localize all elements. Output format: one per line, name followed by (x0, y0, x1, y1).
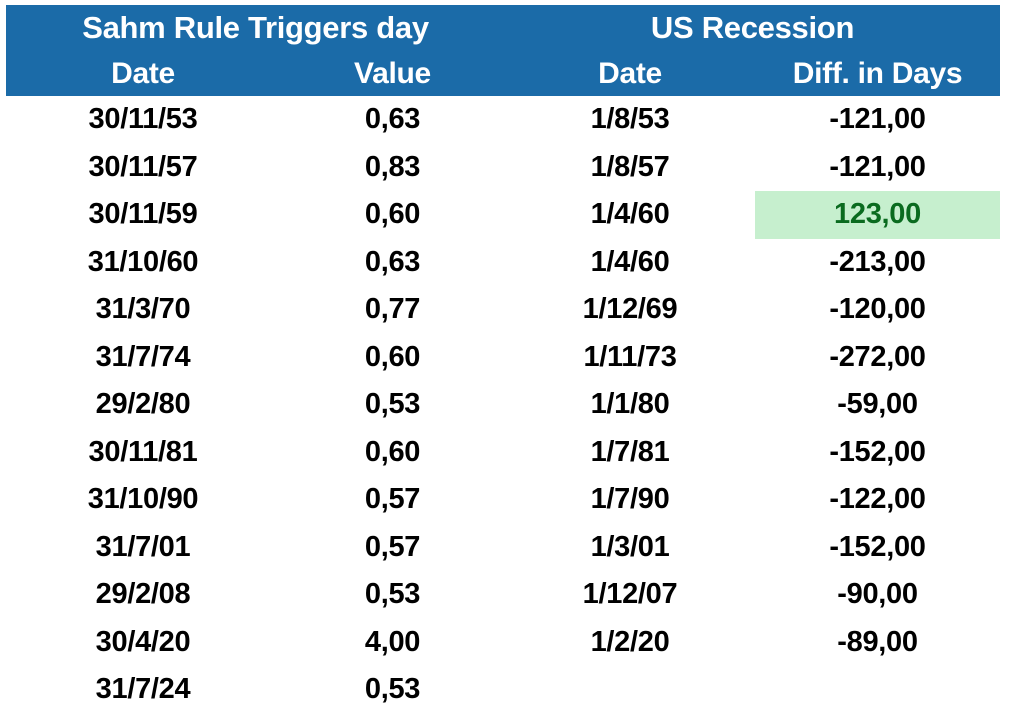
cell-trigger-date: 31/10/90 (87, 483, 199, 516)
sahm-rule-table: Sahm Rule Triggers day US Recession Date… (6, 5, 1000, 714)
cell-trigger-date: 30/11/57 (88, 150, 198, 183)
cell-diff-days: -152,00 (829, 435, 926, 468)
cell-value: 0,60 (364, 435, 421, 468)
column-header-value: Value (354, 56, 431, 90)
cell-diff-days: -59,00 (837, 388, 918, 421)
cell-recession-date: 1/8/53 (590, 103, 670, 136)
table-row: 31/10/90 0,57 1/7/90 -122,00 (6, 476, 1000, 524)
table-row: 31/10/60 0,63 1/4/60 -213,00 (6, 239, 1000, 287)
cell-diff-days: -213,00 (829, 245, 926, 278)
table-row: 29/2/08 0,53 1/12/07 -90,00 (6, 571, 1000, 619)
table-row: 30/11/59 0,60 1/4/60 123,00 (6, 191, 1000, 239)
cell-value: 4,00 (364, 625, 421, 658)
cell-trigger-date: 31/3/70 (95, 293, 191, 326)
cell-trigger-date: 30/11/81 (88, 435, 198, 468)
table-row: 31/7/01 0,57 1/3/01 -152,00 (6, 524, 1000, 572)
table-row: 30/4/20 4,00 1/2/20 -89,00 (6, 619, 1000, 667)
cell-value: 0,63 (364, 103, 421, 136)
cell-value: 0,60 (364, 198, 421, 231)
column-header-diff-days: Diff. in Days (792, 56, 963, 90)
cell-value: 0,57 (364, 483, 421, 516)
cell-value: 0,53 (364, 388, 421, 421)
table-row: 29/2/80 0,53 1/1/80 -59,00 (6, 381, 1000, 429)
cell-value: 0,77 (364, 293, 421, 326)
cell-recession-date: 1/12/07 (582, 578, 678, 611)
table-row: 31/7/74 0,60 1/11/73 -272,00 (6, 334, 1000, 382)
table-header: Sahm Rule Triggers day US Recession Date… (6, 5, 1000, 96)
cell-diff-days: -121,00 (829, 150, 926, 183)
table-row: 30/11/57 0,83 1/8/57 -121,00 (6, 144, 1000, 192)
cell-trigger-date: 30/4/20 (95, 625, 191, 658)
cell-trigger-date: 30/11/59 (88, 198, 198, 231)
cell-recession-date: 1/11/73 (583, 340, 677, 373)
cell-recession-date: 1/1/80 (590, 388, 670, 421)
cell-trigger-date: 30/11/53 (88, 103, 198, 136)
cell-value: 0,63 (364, 245, 421, 278)
column-header-trigger-date: Date (111, 56, 175, 90)
header-group-sahm-rule: Sahm Rule Triggers day (82, 10, 429, 45)
cell-diff-days: -122,00 (829, 483, 926, 516)
cell-recession-date (505, 666, 755, 714)
cell-value: 0,60 (364, 340, 421, 373)
cell-trigger-date: 31/7/01 (95, 530, 191, 563)
header-group-row: Sahm Rule Triggers day US Recession (6, 5, 1000, 51)
cell-value: 0,83 (364, 150, 421, 183)
cell-trigger-date: 31/7/24 (95, 673, 191, 706)
table-row: 31/3/70 0,77 1/12/69 -120,00 (6, 286, 1000, 334)
cell-recession-date: 1/3/01 (590, 530, 670, 563)
cell-diff-days: -90,00 (837, 578, 918, 611)
header-group-us-recession: US Recession (650, 10, 855, 45)
column-header-recession-date: Date (598, 56, 662, 90)
table-row: 31/7/24 0,53 (6, 666, 1000, 714)
cell-recession-date: 1/4/60 (590, 245, 670, 278)
cell-diff-days: -121,00 (829, 103, 926, 136)
cell-trigger-date: 31/10/60 (87, 245, 199, 278)
cell-value: 0,57 (364, 530, 421, 563)
cell-diff-days (755, 666, 1000, 714)
cell-diff-days: -272,00 (829, 340, 926, 373)
cell-recession-date: 1/7/90 (590, 483, 670, 516)
cell-diff-days-highlighted: 123,00 (755, 191, 1000, 239)
cell-diff-days: -120,00 (829, 293, 926, 326)
cell-trigger-date: 29/2/80 (95, 388, 191, 421)
cell-trigger-date: 31/7/74 (95, 340, 191, 373)
cell-recession-date: 1/4/60 (590, 198, 670, 231)
cell-recession-date: 1/7/81 (590, 435, 670, 468)
header-column-row: Date Value Date Diff. in Days (6, 51, 1000, 96)
cell-recession-date: 1/2/20 (590, 625, 670, 658)
cell-recession-date: 1/12/69 (582, 293, 678, 326)
cell-value: 0,53 (364, 673, 421, 706)
cell-value: 0,53 (364, 578, 421, 611)
cell-diff-days: -152,00 (829, 530, 926, 563)
cell-diff-days: -89,00 (837, 625, 918, 658)
table-row: 30/11/53 0,63 1/8/53 -121,00 (6, 96, 1000, 144)
table-row: 30/11/81 0,60 1/7/81 -152,00 (6, 429, 1000, 477)
cell-trigger-date: 29/2/08 (95, 578, 191, 611)
table-body: 30/11/53 0,63 1/8/53 -121,00 30/11/57 0,… (6, 96, 1000, 714)
cell-recession-date: 1/8/57 (590, 150, 670, 183)
